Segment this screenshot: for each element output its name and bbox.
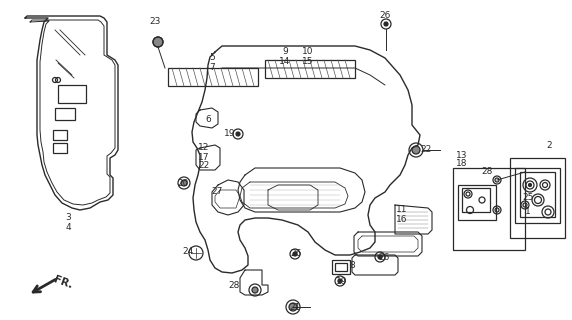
- Text: FR.: FR.: [52, 274, 74, 290]
- Circle shape: [384, 22, 388, 26]
- Text: 14: 14: [279, 57, 291, 66]
- Bar: [335, 263, 347, 271]
- Circle shape: [293, 252, 297, 256]
- Text: 28: 28: [481, 167, 492, 177]
- Text: 13: 13: [456, 150, 468, 159]
- Text: 25: 25: [522, 194, 534, 203]
- Bar: [53, 143, 67, 153]
- Text: 12: 12: [198, 143, 210, 153]
- Text: 22: 22: [198, 162, 209, 171]
- Text: 17: 17: [198, 153, 210, 162]
- Circle shape: [252, 287, 258, 293]
- Text: 4: 4: [65, 222, 71, 231]
- Bar: [515, 168, 560, 223]
- Circle shape: [412, 146, 420, 154]
- Text: 7: 7: [209, 62, 215, 71]
- Text: 16: 16: [396, 214, 408, 223]
- Text: 24: 24: [182, 247, 194, 257]
- Text: 20: 20: [177, 179, 189, 188]
- Text: 27: 27: [211, 188, 223, 196]
- Text: 28: 28: [228, 282, 240, 291]
- Bar: [58, 85, 86, 103]
- Text: 5: 5: [209, 53, 215, 62]
- Text: 8: 8: [349, 260, 355, 269]
- Circle shape: [529, 183, 531, 187]
- Text: 15: 15: [302, 57, 314, 66]
- Text: 3: 3: [65, 213, 71, 222]
- Bar: [168, 68, 258, 86]
- Text: 22: 22: [420, 146, 432, 155]
- Text: 26: 26: [379, 11, 391, 20]
- Bar: [265, 60, 355, 78]
- Text: 18: 18: [456, 159, 468, 169]
- Text: 23: 23: [149, 18, 161, 27]
- Text: 26: 26: [291, 249, 301, 258]
- Text: 19: 19: [224, 129, 236, 138]
- Circle shape: [236, 132, 240, 136]
- Circle shape: [378, 255, 382, 259]
- Bar: [462, 188, 490, 212]
- Bar: [510, 158, 565, 238]
- Bar: [453, 168, 525, 250]
- Circle shape: [181, 180, 187, 186]
- Bar: [458, 185, 496, 220]
- Text: 10: 10: [302, 47, 314, 57]
- Text: 6: 6: [205, 116, 211, 124]
- Bar: [55, 108, 75, 120]
- Bar: [520, 172, 555, 217]
- Bar: [53, 130, 67, 140]
- Text: 26: 26: [378, 252, 390, 261]
- Bar: [332, 260, 350, 274]
- Text: 21: 21: [289, 302, 301, 311]
- Text: 1: 1: [525, 207, 531, 217]
- Circle shape: [289, 303, 297, 311]
- Text: 19: 19: [336, 277, 348, 286]
- Text: 9: 9: [282, 47, 288, 57]
- Text: 11: 11: [396, 205, 408, 214]
- Text: 2: 2: [546, 140, 552, 149]
- Circle shape: [153, 37, 163, 47]
- Circle shape: [338, 279, 342, 283]
